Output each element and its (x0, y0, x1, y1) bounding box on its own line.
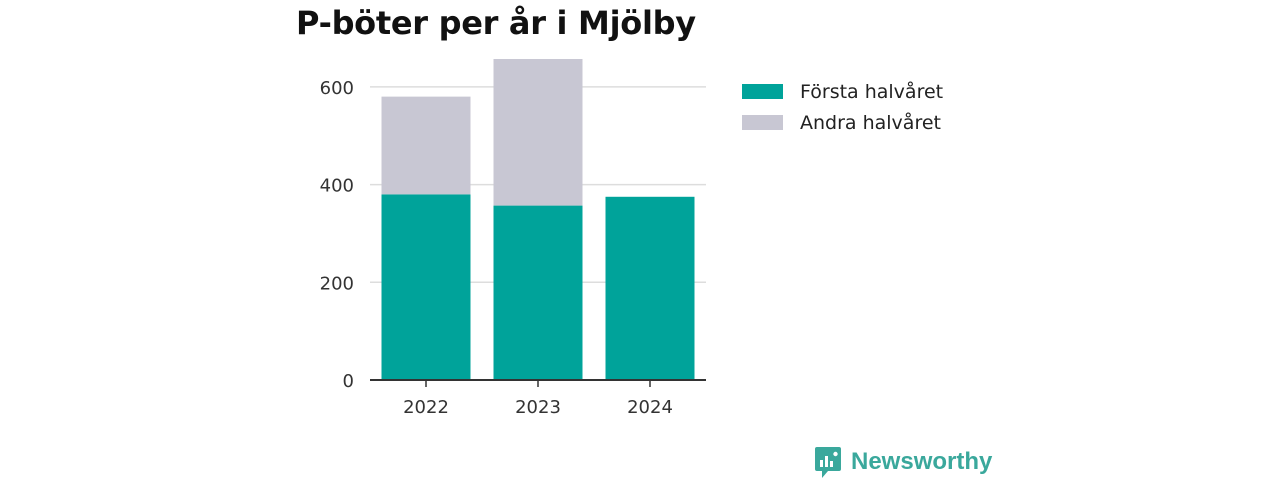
chart-title: P-böter per år i Mjölby (296, 4, 696, 42)
legend-swatch-second-half (742, 115, 783, 130)
legend: Första halvåret Andra halvåret (742, 76, 943, 138)
brand-logo: Newsworthy (814, 445, 992, 479)
legend-label-second-half: Andra halvåret (800, 111, 941, 134)
x-tick-label-2022: 2022 (403, 397, 449, 418)
newsworthy-logo-icon (815, 447, 841, 478)
x-tick-label-2024: 2024 (627, 397, 673, 418)
bar-2022-series-1 (381, 96, 471, 195)
bar-2023-series-1 (493, 59, 583, 206)
legend-item-second-half: Andra halvåret (742, 107, 943, 138)
bars (381, 59, 695, 380)
y-tick-label-0: 0 (343, 371, 354, 392)
y-tick-label-200: 200 (320, 273, 354, 294)
y-tick-label-600: 600 (320, 78, 354, 99)
x-axis-ticks: 2022 2023 2024 (403, 380, 673, 418)
y-tick-label-400: 400 (320, 176, 354, 197)
bar-2023-series-0 (493, 205, 583, 380)
legend-item-first-half: Första halvåret (742, 76, 943, 107)
x-tick-label-2023: 2023 (515, 397, 561, 418)
bar-2022-series-0 (381, 194, 471, 380)
y-axis-ticks: 0 200 400 600 (320, 78, 354, 392)
legend-swatch-first-half (742, 84, 783, 99)
legend-label-first-half: Första halvåret (800, 80, 944, 103)
brand-name: Newsworthy (851, 448, 993, 475)
bar-2024-series-0 (605, 196, 695, 380)
